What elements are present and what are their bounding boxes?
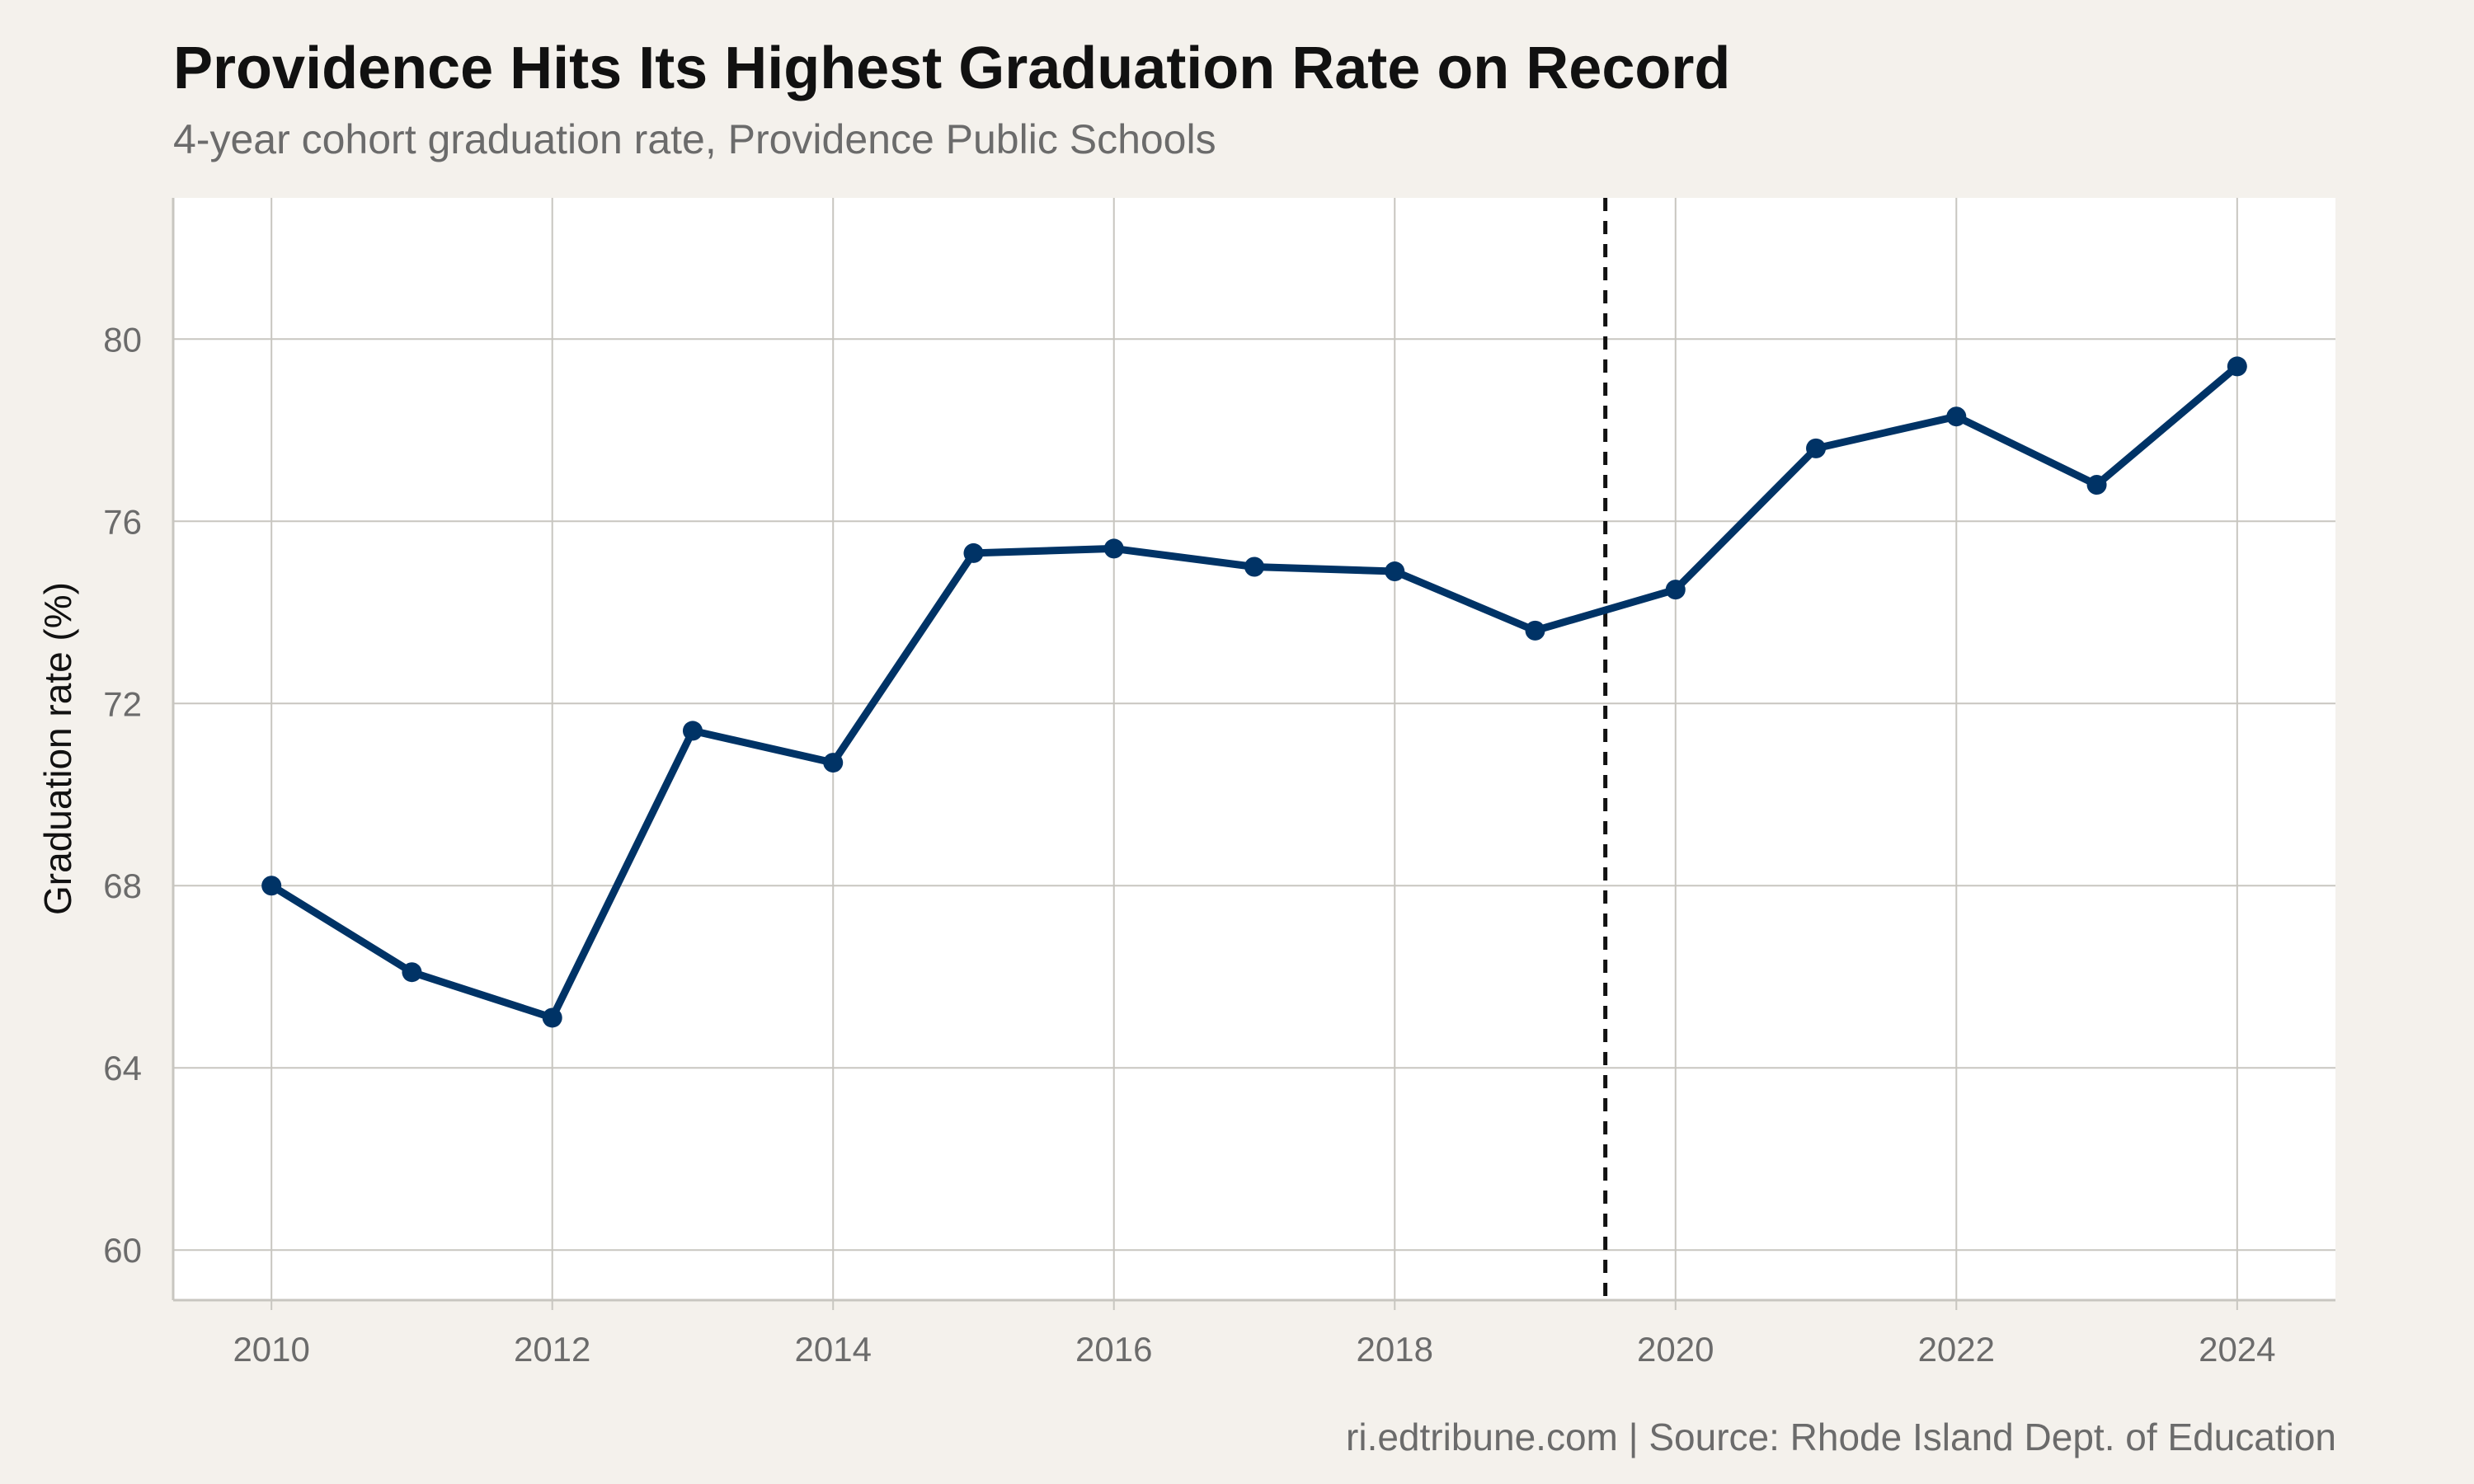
x-tick-label: 2012 [514,1330,590,1369]
x-tick-label: 2016 [1075,1330,1152,1369]
data-point [682,721,703,741]
y-tick-label: 60 [103,1231,142,1270]
data-point [542,1007,562,1028]
y-tick-label: 76 [103,502,142,541]
y-tick-label: 80 [103,320,142,359]
source-caption: ri.edtribune.com | Source: Rhode Island … [1346,1416,2336,1458]
data-point [823,753,844,773]
data-point [963,542,984,563]
data-point [1385,561,1405,582]
y-tick-label: 68 [103,866,142,905]
data-point [1946,406,1967,427]
data-point [1806,438,1827,458]
x-tick-label: 2022 [1918,1330,1995,1369]
data-point [2086,475,2107,495]
y-axis-title: Graduation rate (%) [36,582,79,915]
data-point [2227,356,2247,377]
data-points [261,356,2247,1028]
x-tick-label: 2024 [2199,1330,2275,1369]
x-tick-label: 2014 [795,1330,872,1369]
chart-subtitle: 4-year cohort graduation rate, Providenc… [173,116,1216,162]
plot-panel [173,198,2335,1300]
y-gridlines [173,338,2335,1252]
x-gridlines [270,198,2238,1310]
data-point [402,962,422,983]
y-tick-label: 72 [103,684,142,723]
data-point [1665,580,1686,600]
data-point [1525,620,1545,641]
chart-title: Providence Hits Its Highest Graduation R… [173,35,1731,101]
x-tick-label: 2018 [1357,1330,1433,1369]
axes [172,198,2335,1302]
data-point [1244,556,1264,577]
x-tick-labels: 2010 2012 2014 2016 2018 2020 2022 2024 [233,1330,2275,1369]
y-tick-labels: 60 64 68 72 76 80 [103,320,142,1270]
data-point [1103,538,1124,559]
data-point [261,876,282,896]
x-tick-label: 2010 [233,1330,309,1369]
x-tick-label: 2020 [1637,1330,1714,1369]
y-tick-label: 64 [103,1049,142,1087]
